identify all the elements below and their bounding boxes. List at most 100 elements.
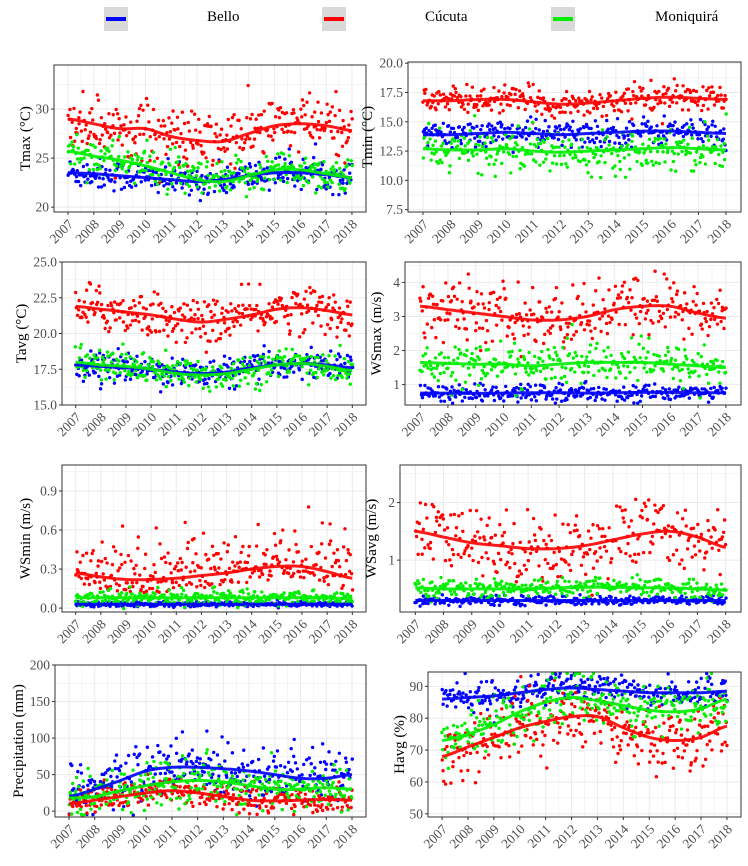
data-point-moniquira xyxy=(82,156,86,160)
data-point-cucuta xyxy=(193,128,198,132)
data-point-cucuta xyxy=(124,115,128,119)
data-point-cucuta xyxy=(213,302,218,306)
data-point-cucuta xyxy=(246,83,250,88)
data-point-cucuta xyxy=(257,113,261,117)
data-point-moniquira xyxy=(105,146,110,151)
data-point-bello xyxy=(162,184,166,188)
data-point-cucuta xyxy=(292,111,296,115)
data-point-bello xyxy=(690,122,694,127)
data-point-cucuta xyxy=(223,577,227,582)
data-point-moniquira xyxy=(531,158,536,162)
trend-line-bello xyxy=(423,129,727,137)
data-point-cucuta xyxy=(146,103,150,107)
data-point-moniquira xyxy=(234,153,238,158)
data-point-bello xyxy=(158,390,163,394)
data-point-moniquira xyxy=(132,357,136,362)
data-point-cucuta xyxy=(480,326,485,331)
data-point-cucuta xyxy=(535,109,539,113)
data-point-cucuta xyxy=(98,291,102,295)
data-point-moniquira xyxy=(335,591,339,595)
data-point-bello xyxy=(424,126,428,130)
data-point-moniquira xyxy=(308,368,313,372)
data-point-moniquira xyxy=(561,139,565,144)
data-point-moniquira xyxy=(329,376,333,380)
data-point-cucuta xyxy=(629,308,633,312)
data-point-bello xyxy=(646,119,650,124)
data-point-cucuta xyxy=(589,329,593,333)
data-point-bello xyxy=(315,187,319,192)
data-point-bello xyxy=(639,394,644,398)
data-point-cucuta xyxy=(263,553,267,557)
data-point-cucuta xyxy=(188,308,193,312)
data-point-bello xyxy=(595,124,600,129)
data-point-moniquira xyxy=(646,161,650,165)
data-point-cucuta xyxy=(347,334,352,338)
data-point-cucuta xyxy=(188,570,193,574)
panel-tmin: 7.510.012.515.017.520.020072008200920102… xyxy=(360,56,742,246)
data-point-moniquira xyxy=(597,369,601,373)
panel-wsmax: 1234200720082009201020112012201320142015… xyxy=(369,261,742,439)
data-point-moniquira xyxy=(541,359,545,363)
data-point-cucuta xyxy=(308,285,312,290)
data-point-moniquira xyxy=(440,161,444,165)
data-point-cucuta xyxy=(234,140,239,145)
data-point-bello xyxy=(331,192,335,197)
data-point-cucuta xyxy=(144,589,149,593)
data-point-bello xyxy=(556,137,561,142)
x-tick-label: 2016 xyxy=(280,616,310,646)
data-point-moniquira xyxy=(552,345,557,350)
data-point-bello xyxy=(627,120,632,124)
data-point-bello xyxy=(604,387,609,391)
data-point-cucuta xyxy=(254,307,258,312)
data-point-moniquira xyxy=(473,359,478,363)
data-point-moniquira xyxy=(663,160,667,164)
data-point-moniquira xyxy=(347,178,351,182)
data-point-moniquira xyxy=(134,360,139,364)
data-point-cucuta xyxy=(576,294,580,299)
data-point-bello xyxy=(562,127,566,131)
data-point-cucuta xyxy=(266,134,271,138)
data-point-moniquira xyxy=(573,350,577,355)
data-point-moniquira xyxy=(276,374,281,379)
data-point-moniquira xyxy=(457,156,462,161)
data-point-cucuta xyxy=(170,580,175,585)
data-point-moniquira xyxy=(204,165,209,169)
data-point-moniquira xyxy=(111,138,115,142)
data-point-cucuta xyxy=(632,93,636,98)
data-point-bello xyxy=(491,385,495,389)
data-point-cucuta xyxy=(195,300,199,305)
data-point-moniquira xyxy=(315,375,320,380)
data-point-cucuta xyxy=(508,103,512,108)
data-point-bello xyxy=(594,136,599,140)
x-tick-label: 2011 xyxy=(155,617,184,646)
data-point-bello xyxy=(99,185,104,189)
data-point-cucuta xyxy=(441,299,445,303)
x-tick-label: 2017 xyxy=(306,409,336,439)
data-point-bello xyxy=(593,119,598,123)
data-point-moniquira xyxy=(466,158,471,163)
data-point-cucuta xyxy=(323,556,328,560)
data-point-moniquira xyxy=(75,157,80,161)
data-point-bello xyxy=(134,373,138,377)
data-point-moniquira xyxy=(327,353,331,358)
data-point-bello xyxy=(426,601,430,606)
data-point-moniquira xyxy=(420,369,424,374)
data-point-bello xyxy=(433,394,438,398)
data-point-moniquira xyxy=(215,591,219,595)
data-point-moniquira xyxy=(216,377,221,381)
data-point-moniquira xyxy=(338,166,342,171)
data-point-moniquira xyxy=(657,354,661,358)
data-point-cucuta xyxy=(288,144,293,148)
data-point-moniquira xyxy=(94,162,99,166)
data-point-cucuta xyxy=(445,102,450,106)
data-point-bello xyxy=(226,365,230,369)
data-point-bello xyxy=(622,134,627,138)
data-point-cucuta xyxy=(479,292,484,296)
x-tick-label: 2013 xyxy=(201,216,231,246)
data-point-cucuta xyxy=(662,272,666,276)
data-point-cucuta xyxy=(465,338,469,342)
data-point-bello xyxy=(439,130,443,134)
data-point-moniquira xyxy=(438,371,443,376)
y-tick-label: 4 xyxy=(393,275,400,290)
data-point-moniquira xyxy=(238,378,243,382)
